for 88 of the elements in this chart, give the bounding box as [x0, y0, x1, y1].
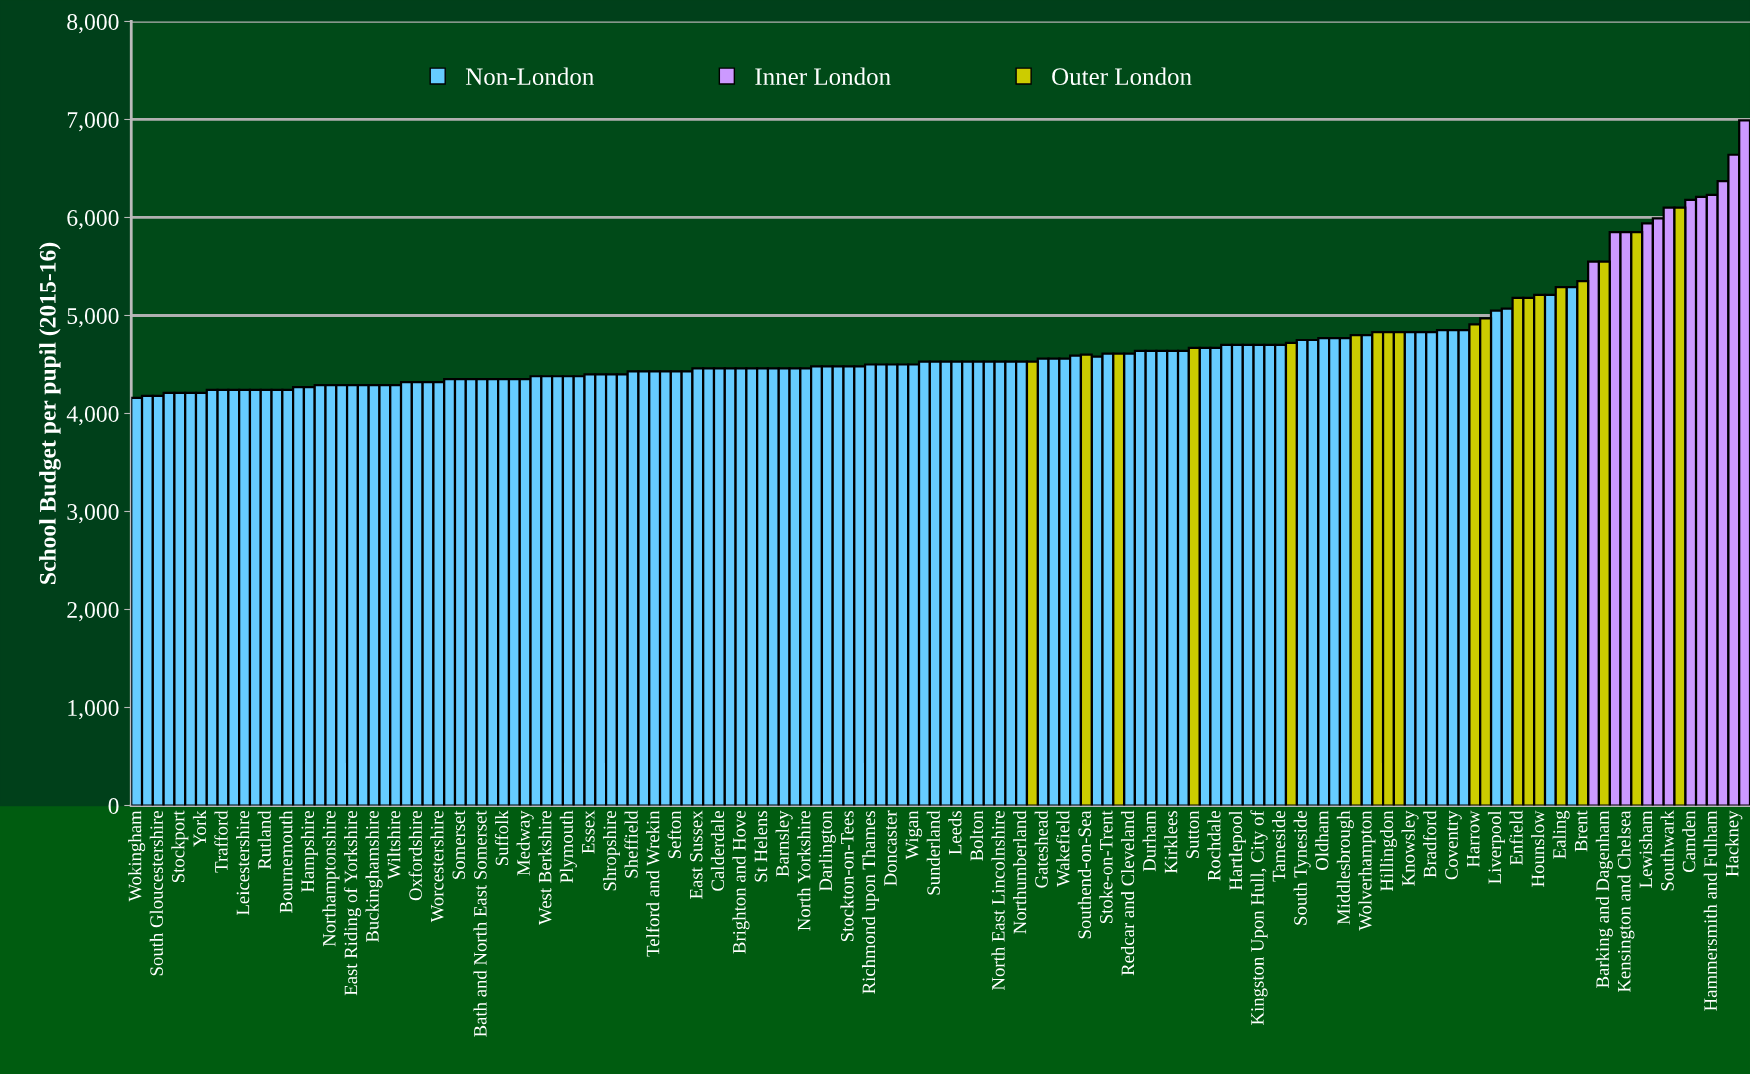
- x-tick-label: Enfield: [1509, 810, 1523, 866]
- x-tick-label: Kensington and Chelsea: [1617, 810, 1635, 993]
- x-tick-label: Hampshire: [300, 811, 318, 893]
- x-tick-label: Southend-on-Sea: [1077, 810, 1092, 939]
- x-tick-label: Medway: [516, 810, 534, 876]
- x-tick-label: Tameside: [1272, 811, 1286, 882]
- x-tick-label: Barking and Dagenham: [1595, 810, 1613, 988]
- x-tick-label: St Helens: [754, 811, 768, 882]
- x-tick-label: Doncaster: [884, 810, 897, 886]
- x-tick-label: Sefton: [667, 810, 681, 859]
- x-tick-label: Wokingham: [128, 810, 146, 902]
- x-tick-label: Plymouth: [559, 810, 577, 883]
- x-tick-label: Liverpool: [1487, 810, 1505, 884]
- x-tick-label: Southwark: [1660, 810, 1674, 891]
- x-tick-label: Hammersmith and Fulham: [1703, 810, 1717, 1011]
- x-tick-label: Ealing: [1552, 810, 1570, 859]
- x-tick-label: Bath and North East Somerset: [473, 810, 487, 1037]
- x-tick-label: East Sussex: [689, 810, 703, 899]
- x-tick-label: Stockport: [171, 810, 189, 883]
- x-tick-label: North East Lincolnshire: [991, 811, 1005, 990]
- x-tick-label: York: [192, 810, 207, 847]
- x-tick-label: Oxfordshire: [408, 811, 422, 901]
- x-tick-label: Wolverhampton: [1358, 810, 1376, 931]
- x-tick-label: Rochdale: [1207, 811, 1221, 881]
- y-tick-label: 5,000: [67, 307, 119, 328]
- x-tick-label: Lewisham: [1638, 810, 1653, 888]
- x-tick-label: Bolton: [969, 810, 984, 861]
- y-tick-label: 8,000: [67, 13, 119, 34]
- x-tick-label: Darlington: [818, 810, 836, 892]
- x-tick-label: Durham: [1142, 810, 1156, 872]
- x-tick-label: Calderdale: [710, 811, 725, 891]
- x-tick-label: Middlesbrough: [1336, 810, 1354, 925]
- y-tick-label: 6,000: [67, 209, 119, 230]
- x-tick-label: Buckinghamshire: [365, 811, 383, 943]
- x-tick-label: South Gloucestershire: [149, 811, 163, 976]
- legend-label: Inner London: [755, 67, 891, 86]
- x-tick-label: Kirklees: [1164, 811, 1178, 874]
- x-tick-label: Suffolk: [494, 810, 509, 866]
- y-tick-label: 0: [108, 797, 119, 814]
- x-tick-label: Hackney: [1725, 810, 1743, 877]
- legend-label: Outer London: [1052, 67, 1192, 86]
- y-tick-label: 2,000: [67, 601, 119, 622]
- x-tick-label: Oldham: [1315, 810, 1329, 870]
- x-tick-label: Brighton and Hove: [732, 811, 750, 954]
- x-tick-label: Trafford: [214, 810, 228, 873]
- x-tick-label: Wiltshire: [387, 811, 401, 880]
- x-tick-label: Bournemouth: [279, 810, 293, 913]
- x-tick-label: Sunderland: [926, 810, 940, 895]
- x-tick-label: Leicestershire: [236, 811, 250, 915]
- x-tick-label: Sheffield: [624, 810, 638, 878]
- x-tick-label: Hounslow: [1531, 810, 1545, 887]
- y-tick-label: 1,000: [68, 699, 119, 720]
- x-tick-label: South Tyneside: [1293, 811, 1311, 925]
- x-tick-label: Telford and Wrekin: [645, 810, 660, 957]
- x-tick-label: North Yorkshire: [797, 811, 811, 931]
- x-tick-label: Harrow: [1467, 810, 1480, 868]
- x-tick-label: Barnsley: [775, 810, 793, 877]
- x-tick-label: Northumberland: [1013, 810, 1027, 934]
- x-tick-label: Sutton: [1186, 810, 1199, 859]
- x-tick-label: Worcestershire: [430, 811, 444, 923]
- y-axis-title: School Budget per pupil (2015-16): [39, 242, 61, 584]
- x-tick-label: Richmond upon Thames: [861, 811, 879, 994]
- x-tick-label: Wigan: [905, 810, 923, 860]
- x-tick-label: Bradford: [1422, 810, 1437, 878]
- x-tick-label: Hartlepool: [1228, 810, 1246, 890]
- x-tick-label: Kingston Upon Hull, City of: [1250, 810, 1268, 1025]
- x-tick-label: Knowsley: [1401, 810, 1419, 886]
- x-tick-label: West Berkshire: [538, 811, 552, 925]
- y-tick-label: 7,000: [67, 111, 119, 132]
- legend-label: Non-London: [465, 67, 594, 86]
- y-tick-label: 3,000: [67, 503, 119, 524]
- x-tick-label: Camden: [1682, 810, 1696, 873]
- x-tick-label: Northamptonshire: [322, 811, 340, 947]
- x-tick-label: Essex: [582, 810, 595, 854]
- x-tick-label: Hillingdon: [1379, 810, 1398, 892]
- x-tick-label: Wakefield: [1056, 810, 1070, 887]
- y-tick-label: 4,000: [66, 405, 119, 426]
- x-tick-label: Coventry: [1445, 810, 1462, 880]
- x-tick-label: Shropshire: [602, 811, 620, 891]
- x-tick-label: Leeds: [948, 811, 962, 855]
- x-tick-label: East Riding of Yorkshire: [343, 811, 362, 996]
- x-tick-label: Redcar and Cleveland: [1120, 810, 1135, 976]
- x-tick-label: Brent: [1574, 810, 1588, 852]
- x-tick-label: Stockton-on-Tees: [840, 811, 854, 942]
- x-tick-label: Rutland: [257, 810, 271, 870]
- x-tick-label: Somerset: [452, 810, 466, 879]
- x-tick-label: Stoke-on-Trent: [1099, 810, 1113, 923]
- x-tick-label: Gateshead: [1034, 810, 1048, 888]
